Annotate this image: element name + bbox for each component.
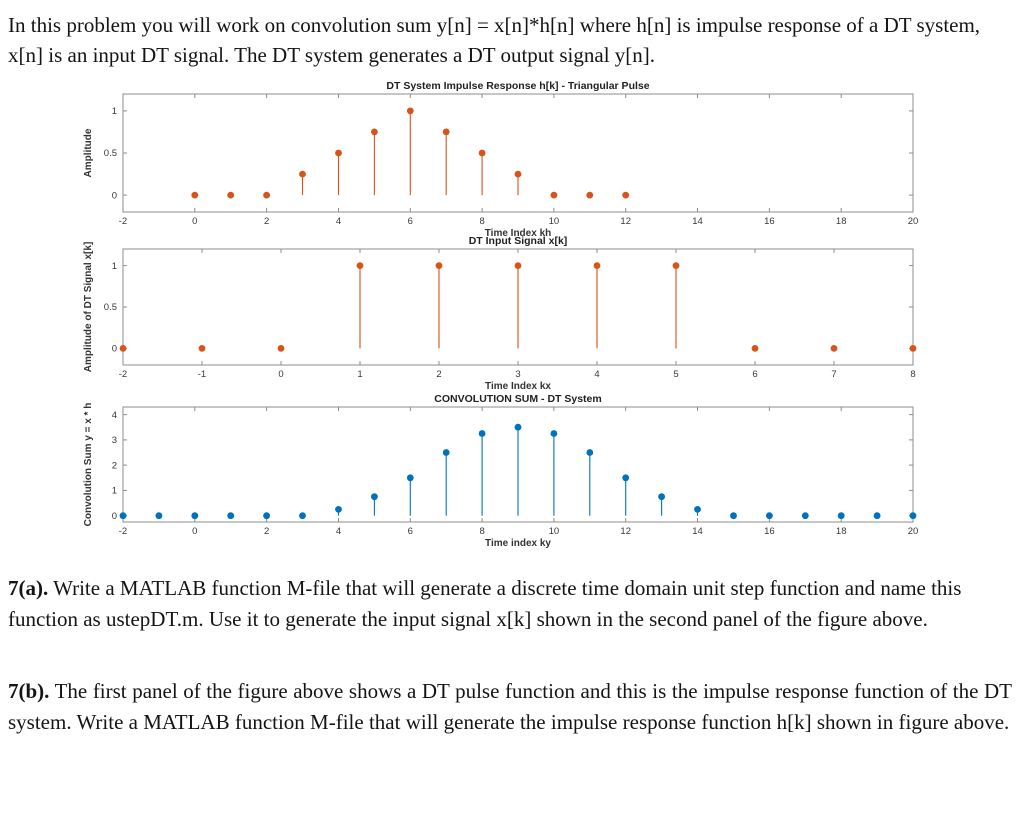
svg-text:18: 18 [836, 526, 847, 537]
svg-text:20: 20 [908, 216, 919, 227]
svg-text:0.5: 0.5 [104, 302, 117, 313]
svg-text:3: 3 [112, 435, 117, 446]
svg-text:6: 6 [408, 526, 413, 537]
svg-text:16: 16 [764, 216, 775, 227]
svg-text:Amplitude of DT Signal x[k]: Amplitude of DT Signal x[k] [83, 242, 94, 373]
svg-text:10: 10 [549, 526, 560, 537]
svg-text:16: 16 [764, 526, 775, 537]
svg-text:4: 4 [336, 216, 341, 227]
svg-text:8: 8 [479, 526, 484, 537]
svg-text:10: 10 [549, 216, 560, 227]
intro-paragraph: In this problem you will work on convolu… [8, 13, 981, 68]
svg-text:5: 5 [673, 369, 678, 380]
svg-text:4: 4 [112, 410, 117, 421]
svg-text:3: 3 [515, 369, 520, 380]
svg-text:0: 0 [192, 526, 197, 537]
svg-text:4: 4 [336, 526, 341, 537]
impulse-response-chart: -2 0 2 4 6 8 10 12 14 16 18 20 0 0.5 1 DT System Impuls… [83, 80, 919, 239]
svg-text:2: 2 [264, 216, 269, 227]
svg-text:1: 1 [112, 261, 117, 272]
svg-text:1: 1 [112, 485, 117, 496]
svg-text:Amplitude: Amplitude [83, 128, 94, 177]
svg-text:14: 14 [692, 216, 703, 227]
svg-text:8: 8 [910, 369, 915, 380]
svg-text:6: 6 [408, 216, 413, 227]
svg-text:2: 2 [112, 460, 117, 471]
svg-text:1: 1 [357, 369, 362, 380]
question-7b: 7(b). The first panel of the figure abov… [0, 676, 1024, 739]
svg-text:12: 12 [620, 526, 631, 537]
svg-text:7: 7 [831, 369, 836, 380]
svg-text:Time Index kh: Time Index kh [485, 228, 552, 239]
svg-text:Time index ky: Time index ky [485, 538, 551, 549]
svg-text:CONVOLUTION SUM - DT System: CONVOLUTION SUM - DT System [434, 393, 601, 405]
svg-text:Time Index kx: Time Index kx [485, 381, 551, 392]
question-7a-text: Write a MATLAB function M-file that will… [8, 575, 962, 632]
svg-text:2: 2 [264, 526, 269, 537]
svg-text:0: 0 [278, 369, 283, 380]
svg-text:Convolution Sum y = x * h: Convolution Sum y = x * h [83, 403, 94, 527]
question-7a: 7(a). Write a MATLAB function M-file tha… [0, 573, 1024, 636]
svg-text:-1: -1 [198, 369, 206, 380]
svg-text:0: 0 [112, 343, 117, 354]
svg-text:2: 2 [436, 369, 441, 380]
svg-text:0: 0 [192, 216, 197, 227]
svg-text:8: 8 [479, 216, 484, 227]
svg-text:6: 6 [752, 369, 757, 380]
svg-text:DT System Impulse Response h[k: DT System Impulse Response h[k] - Triang… [386, 80, 649, 92]
svg-text:1: 1 [112, 106, 117, 117]
question-7b-text: The first panel of the figure above show… [8, 678, 1012, 735]
svg-text:-2: -2 [119, 216, 127, 227]
svg-text:14: 14 [692, 526, 703, 537]
svg-text:0: 0 [112, 190, 117, 201]
matlab-figure: -2 0 2 4 6 8 10 12 14 16 18 20 0 0.5 1 DT System Impuls… [0, 79, 1024, 557]
svg-text:-2: -2 [119, 526, 127, 537]
svg-text:0.5: 0.5 [104, 148, 117, 159]
input-signal-chart: -2 -1 0 1 2 3 4 5 6 7 8 0 0.5 1 DT Input Signal x[k] Ti… [83, 235, 917, 392]
svg-text:12: 12 [620, 216, 631, 227]
svg-text:0: 0 [112, 511, 117, 522]
svg-text:-2: -2 [119, 369, 127, 380]
svg-text:DT Input Signal x[k]: DT Input Signal x[k] [469, 235, 568, 247]
svg-text:20: 20 [908, 526, 919, 537]
svg-text:4: 4 [594, 369, 599, 380]
question-7b-label: 7(b). [8, 678, 50, 703]
svg-text:18: 18 [836, 216, 847, 227]
question-7a-label: 7(a). [8, 575, 49, 600]
